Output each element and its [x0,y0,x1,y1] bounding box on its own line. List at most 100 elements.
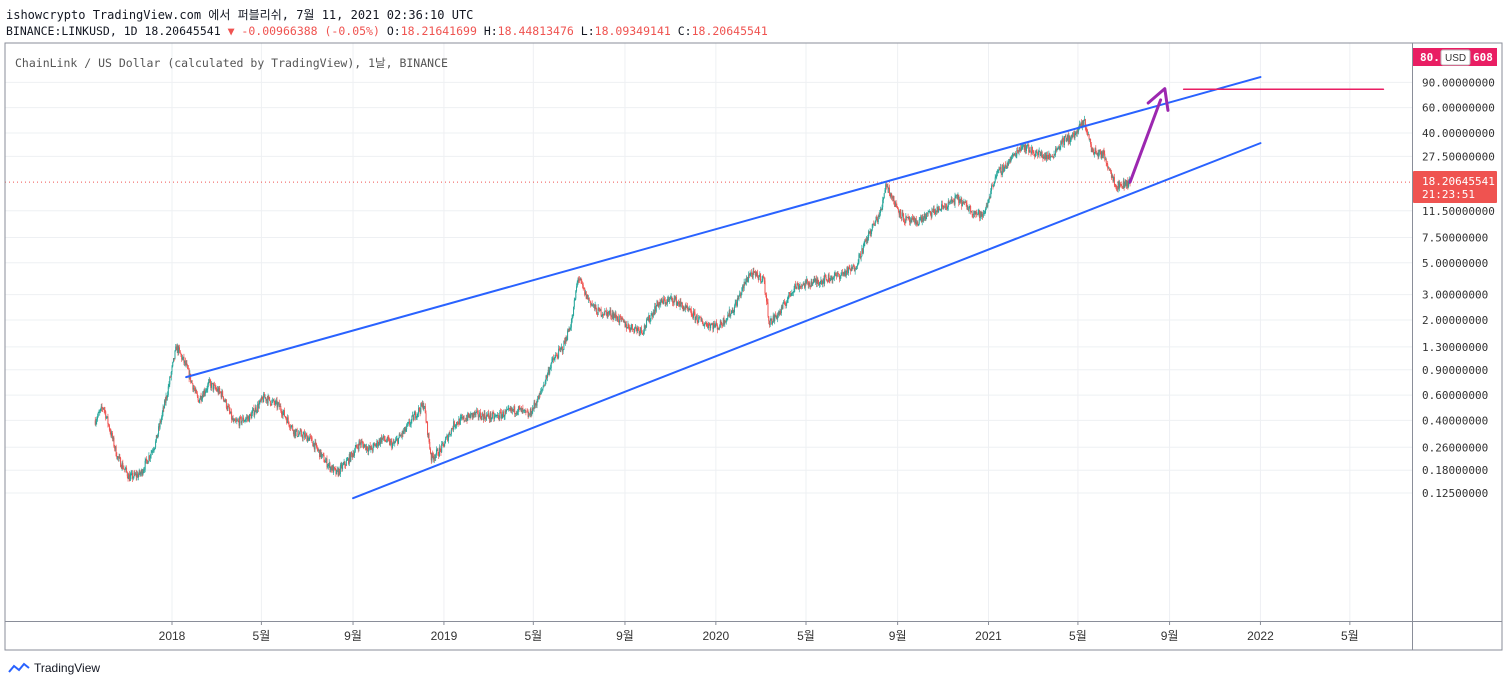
candle-body [227,406,229,410]
y-tick-label: 2.00000000 [1422,314,1488,327]
candle-body [212,383,214,390]
candle-body [120,466,122,469]
candle-body [838,273,840,277]
time-axis[interactable]: 2018 5월 9월 2019 5월 9월 2020 5월 9월 2021 5월 9월 2022 5월 [159,621,1359,643]
candle-body [903,221,905,223]
candle-body [824,275,826,284]
candle-body [234,419,236,421]
candle-body [561,346,563,348]
candle-body [568,328,570,332]
candle-body [1030,152,1032,153]
candle-body [432,452,434,456]
candle-body [1082,121,1084,126]
candle-body [374,444,376,445]
candle-body [725,321,727,323]
candle-body [891,193,893,198]
candle-body [746,278,748,282]
candle-body [465,420,467,422]
candle-body [226,407,228,410]
candle-body [1008,159,1010,161]
candle-body [1037,151,1039,156]
tradingview-watermark[interactable]: TradingView [8,661,100,675]
candle-body [951,198,953,202]
candle-body [1040,155,1042,156]
candle-body [581,283,583,285]
candle-body [285,417,287,419]
candle-body [491,412,493,418]
lower-channel-line[interactable] [352,142,1262,500]
candle-body [557,356,559,358]
y-tick-label: 7.50000000 [1422,231,1488,244]
candle-body [920,216,922,220]
low-label: L: [580,24,595,38]
candle-body [760,273,762,282]
y-tick-label: 0.18000000 [1422,464,1488,477]
candle-body [1122,187,1124,189]
candle-body [1029,150,1031,153]
candle-body [722,318,724,326]
candle-body [875,216,877,222]
candle-body [1114,185,1116,187]
candle-body [240,417,242,424]
candle-body [281,414,283,416]
candle-body [223,399,225,401]
y-tick-label: 90.00000000 [1422,76,1495,89]
candle-body [152,451,154,453]
candle-body [138,470,140,475]
candle-body [554,357,556,360]
candle-body [478,416,480,418]
candle-body [1011,155,1013,157]
purple-arrow-shaft[interactable] [1128,98,1163,184]
candle-body [985,205,987,209]
candle-body [368,447,370,452]
candle-body [1036,150,1038,154]
candle-body [683,308,685,311]
candle-body [257,403,259,411]
candle-body [202,394,204,397]
candle-body [194,389,196,391]
candle-body [504,410,506,417]
candle-body [163,407,165,409]
candle-body [331,465,333,471]
candle-body [1043,156,1045,159]
candle-body [742,285,744,289]
candle-body [993,181,995,185]
candle-body [1044,155,1046,159]
candle-body [1069,138,1071,143]
candle-body [128,474,130,479]
candle-body [974,210,976,215]
candle-body [976,212,978,214]
candle-body [772,315,774,322]
candle-body [325,458,327,461]
candle-body [698,316,700,318]
candle-body [1047,158,1049,159]
candle-body [1049,153,1051,159]
candle-body [1026,145,1028,147]
drawings[interactable] [185,76,1385,500]
upper-channel-line[interactable] [185,76,1262,379]
candle-body [336,469,338,471]
candle-body [676,302,678,306]
candle-body [948,201,950,204]
candle-body [544,381,546,386]
candle-body [657,300,659,304]
candle-body [996,172,998,177]
candle-body [819,282,821,284]
candle-body [987,202,989,207]
candle-body [1022,145,1024,148]
candle-body [463,416,465,421]
candle-body [871,229,873,235]
candle-body [473,411,475,415]
candle-body [592,304,594,306]
candle-body [465,418,467,422]
candle-body [269,400,271,405]
candle-body [762,276,764,280]
candle-body [690,308,692,310]
candle-body [985,208,987,213]
candle-body [648,315,650,321]
candle-body [666,299,668,304]
candle-body [538,393,540,400]
candle-body [161,412,163,418]
price-axis[interactable]: 90.00000000 60.00000000 40.00000000 27.5000… [1422,76,1495,500]
